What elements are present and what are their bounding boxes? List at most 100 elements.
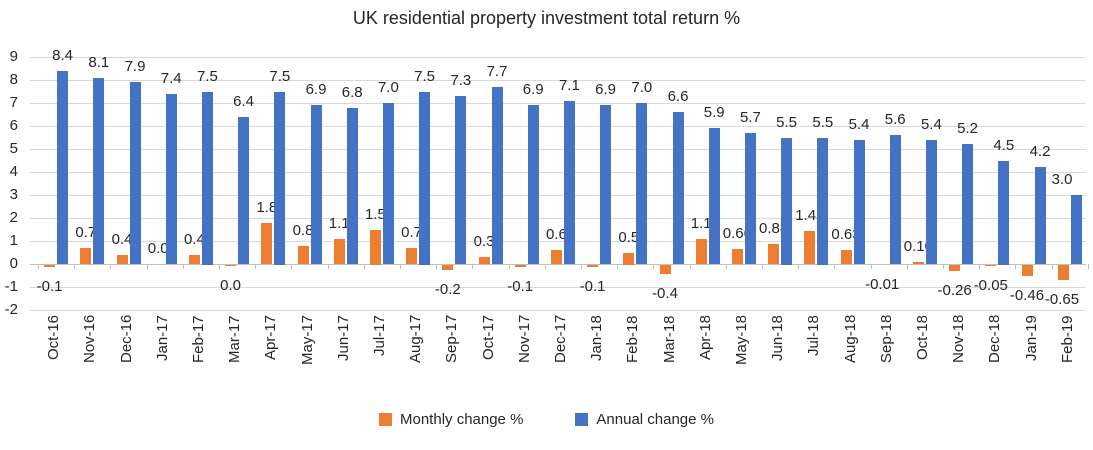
x-axis-label: Jul-18 [805, 315, 823, 356]
bar-annual [636, 103, 648, 264]
axis-tick [436, 264, 438, 269]
y-axis-label: 0 [9, 255, 18, 272]
x-axis-label: Sep-17 [443, 315, 461, 364]
bar-monthly [949, 265, 961, 271]
bar-label-monthly: -0.1 [579, 278, 606, 296]
gridline [30, 57, 1086, 58]
bar-monthly [261, 222, 273, 264]
y-axis-label: 9 [9, 48, 18, 65]
bar-monthly [369, 229, 381, 265]
bar-monthly [731, 248, 743, 264]
bar-label-monthly: 1.1 [690, 214, 712, 232]
bar-monthly [333, 238, 345, 264]
bar-annual [781, 137, 793, 265]
axis-tick [725, 264, 727, 269]
bar-monthly [116, 254, 128, 264]
bar-annual [238, 116, 250, 264]
gridline [30, 80, 1086, 81]
bar-monthly [225, 265, 237, 266]
bar-annual [310, 105, 322, 265]
bar-label-monthly: 0.10 [903, 237, 933, 255]
bar-label-monthly: 0.5 [618, 228, 640, 246]
axis-tick [400, 264, 401, 269]
bar-label-annual: 5.2 [957, 120, 979, 138]
x-axis-label: Aug-17 [407, 315, 425, 364]
axis-tick [327, 264, 329, 269]
bar-monthly [840, 249, 852, 264]
axis-tick [653, 264, 655, 269]
bar-label-annual: 6.9 [522, 81, 544, 99]
axis-tick [38, 264, 39, 269]
bar-label-annual: 5.4 [848, 115, 870, 133]
y-axis-label: 3 [9, 186, 18, 203]
axis-tick [617, 264, 619, 269]
annual-series-swatch-icon [575, 413, 589, 426]
bar-annual [165, 93, 177, 264]
gridline [30, 310, 1086, 311]
axis-tick [979, 264, 981, 269]
y-axis-label: 8 [9, 71, 18, 88]
bar-label-annual: 4.5 [993, 136, 1015, 154]
x-axis-label: Jun-18 [769, 315, 787, 361]
axis-tick [508, 264, 510, 269]
axis-tick [798, 264, 800, 269]
axis-tick [363, 264, 365, 269]
bar-label-annual: 4.2 [1029, 143, 1051, 161]
bar-label-monthly: 0.0 [147, 240, 169, 257]
bar-label-monthly: -0.46 [1009, 286, 1045, 304]
bar-annual [962, 144, 974, 265]
axis-tick [255, 264, 257, 269]
bar-annual [563, 100, 575, 264]
bar-label-annual: 5.6 [884, 111, 906, 129]
bar-label-annual: 7.0 [377, 79, 399, 96]
gridline [30, 126, 1086, 127]
bar-monthly [1057, 265, 1069, 280]
gridline [30, 241, 1086, 242]
bar-monthly [912, 261, 924, 264]
axis-tick [1051, 264, 1053, 269]
bar-annual [998, 160, 1010, 265]
bar-label-monthly: -0.01 [865, 276, 900, 294]
bar-annual [853, 139, 865, 264]
bar-label-annual: 8.4 [52, 46, 74, 64]
bar-annual [419, 91, 431, 265]
legend-label-annual: Annual change % [596, 411, 714, 428]
gridline [30, 103, 1086, 104]
bar-annual [93, 77, 105, 264]
bar-label-annual: 7.0 [631, 79, 653, 96]
bar-annual [744, 132, 756, 264]
bar-label-annual: 5.7 [739, 108, 761, 126]
axis-tick [1015, 264, 1017, 269]
x-axis-label: Aug-18 [841, 315, 859, 364]
bar-label-annual: 7.9 [124, 58, 146, 76]
bar-label-monthly: 0.8 [292, 221, 314, 239]
x-axis-label: Jun-17 [334, 315, 352, 361]
bar-label-annual: 7.5 [269, 67, 291, 85]
bar-annual [201, 91, 213, 265]
bar-label-monthly: 0.63 [831, 225, 861, 243]
bar-monthly [1021, 265, 1033, 276]
legend: Monthly change % Annual change % [0, 411, 1093, 428]
x-axis-label: Mar-18 [660, 315, 678, 363]
bar-annual [925, 139, 937, 264]
x-axis-label: Feb-18 [624, 315, 642, 363]
axis-tick [219, 264, 220, 269]
bar-label-monthly: 1.8 [256, 198, 278, 216]
bar-label-monthly: 0.7 [75, 223, 97, 241]
x-axis-label: Feb-17 [189, 315, 207, 363]
bar-monthly [587, 265, 599, 267]
bar-label-monthly: -0.05 [973, 277, 1008, 295]
bar-monthly [695, 238, 707, 264]
bar-label-annual: 7.4 [160, 69, 182, 87]
x-axis-label: Nov-16 [81, 315, 99, 364]
axis-tick [182, 264, 184, 269]
bar-monthly [80, 247, 92, 264]
bar-label-annual: 6.6 [667, 88, 689, 106]
x-axis-label: Oct-16 [45, 315, 63, 361]
gridline [30, 218, 1086, 219]
bar-monthly [297, 245, 309, 264]
axis-tick [834, 264, 836, 269]
bar-annual [600, 105, 612, 265]
x-axis-label: Dec-18 [986, 315, 1004, 364]
x-axis-label: Jan-18 [588, 315, 606, 361]
